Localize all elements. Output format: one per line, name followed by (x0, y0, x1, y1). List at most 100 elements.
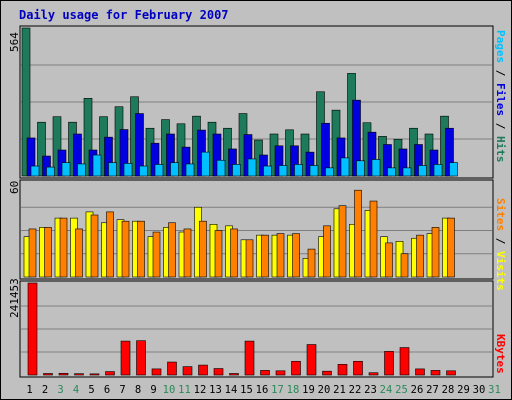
pages-bar-day-3 (61, 162, 71, 177)
pages-bar-day-19 (309, 165, 319, 177)
sites-bar-day-28 (447, 217, 455, 278)
middle-ymax-label: 60 (8, 181, 21, 194)
sites-bar-day-14 (230, 228, 238, 278)
kbytes-bar-day-24 (384, 351, 394, 376)
pages-bar-day-4 (77, 163, 86, 177)
bottom-bars (27, 282, 456, 376)
legend-part: Hits (494, 136, 507, 163)
x-tick-label: 9 (150, 384, 156, 396)
kbytes-bar-day-1 (27, 282, 38, 376)
x-tick-label: 10 (163, 384, 176, 396)
pages-bar-day-22 (356, 160, 365, 177)
kbytes-bar-day-27 (430, 370, 441, 376)
pages-bar-day-2 (46, 166, 55, 177)
sites-bar-day-25 (400, 253, 409, 278)
x-tick-label: 31 (488, 384, 501, 396)
x-axis-labels: 1 2 3 4 5 6 7 8 9 10 11 12 13 14 15 16 17 18 19 20 21 22 23 24 2… (26, 384, 500, 396)
middle-legend: Sites / Visits (494, 198, 507, 291)
pages-bar-day-11 (185, 163, 195, 177)
pages-bar-day-21 (340, 157, 350, 177)
kbytes-bar-day-13 (213, 368, 224, 376)
x-tick-label: 26 (411, 384, 424, 396)
pages-bar-day-10 (170, 162, 179, 177)
x-tick-label: 22 (349, 384, 362, 396)
pages-bar-day-12 (201, 151, 210, 177)
x-tick-label: 23 (364, 384, 377, 396)
kbytes-bar-day-18 (291, 360, 301, 376)
pages-bar-day-9 (154, 164, 164, 177)
sites-bar-day-24 (385, 242, 393, 278)
sites-bar-day-18 (292, 233, 300, 278)
pages-bar-day-20 (325, 167, 334, 177)
pages-bar-day-16 (263, 165, 272, 177)
x-tick-label: 7 (119, 384, 125, 396)
kbytes-bar-day-28 (446, 370, 456, 376)
top-ymax-label: 564 (8, 32, 21, 52)
legend-part: Visits (494, 251, 507, 291)
kbytes-bar-day-26 (415, 368, 425, 376)
kbytes-bar-day-10 (167, 361, 177, 376)
sites-bar-day-21 (338, 205, 347, 278)
x-tick-label: 5 (88, 384, 94, 396)
kbytes-bar-day-15 (244, 340, 255, 376)
x-tick-label: 20 (318, 384, 331, 396)
sites-bar-day-5 (90, 214, 99, 278)
kbytes-bar-day-9 (151, 368, 162, 376)
kbytes-bar-day-20 (322, 370, 332, 376)
x-tick-label: 3 (57, 384, 63, 396)
kbytes-bar-day-23 (368, 372, 379, 376)
kbytes-bar-day-14 (229, 373, 239, 376)
bottom-legend: KBytes (494, 334, 507, 374)
sites-bar-day-11 (183, 228, 192, 278)
kbytes-bar-day-5 (89, 373, 100, 376)
sites-bar-day-15 (245, 239, 254, 278)
legend-part: / (494, 63, 507, 83)
pages-bar-day-24 (387, 167, 396, 177)
sites-bar-day-23 (369, 200, 378, 278)
pages-bar-day-13 (216, 159, 226, 177)
sites-bar-day-27 (431, 227, 440, 278)
x-tick-label: 30 (473, 384, 486, 396)
sites-bar-day-16 (261, 234, 269, 278)
sites-bar-day-9 (152, 231, 161, 278)
x-tick-label: 13 (209, 384, 222, 396)
pages-bar-day-1 (30, 165, 40, 177)
sites-bar-day-19 (307, 248, 316, 278)
pages-bar-day-26 (418, 165, 427, 177)
sites-bar-day-1 (28, 228, 37, 278)
x-tick-label: 25 (395, 384, 408, 396)
panel-hits-files-pages: 564 Pages / Files / Hits (8, 25, 507, 179)
pages-bar-day-8 (139, 165, 148, 177)
bottom-ymax-label: 241453 (8, 278, 21, 318)
x-tick-label: 12 (194, 384, 207, 396)
sites-bar-day-2 (44, 227, 52, 278)
kbytes-bar-day-21 (337, 364, 348, 376)
x-tick-label: 4 (73, 384, 79, 396)
chart-title: Daily usage for February 2007 (19, 8, 229, 22)
kbytes-bar-day-8 (136, 340, 146, 376)
sites-bar-day-17 (276, 233, 285, 278)
x-tick-label: 28 (442, 384, 455, 396)
sites-bar-day-10 (168, 222, 176, 278)
x-tick-label: 27 (426, 384, 439, 396)
kbytes-bar-day-7 (120, 340, 131, 376)
hits-bar-day-2 (37, 121, 46, 177)
x-tick-label: 19 (302, 384, 315, 396)
middle-bars (23, 189, 455, 278)
kbytes-bar-day-2 (43, 373, 53, 376)
pages-bar-day-6 (108, 162, 117, 177)
panel-kbytes: 241453 KBytes (8, 278, 507, 378)
x-tick-label: 29 (457, 384, 470, 396)
legend-part: Pages (494, 30, 507, 63)
x-tick-label: 16 (256, 384, 269, 396)
kbytes-bar-day-17 (275, 370, 286, 376)
x-tick-label: 6 (104, 384, 110, 396)
sites-bar-day-7 (121, 220, 130, 278)
kbytes-bar-day-22 (353, 360, 363, 376)
pages-bar-day-14 (232, 164, 241, 177)
x-tick-label: 8 (135, 384, 141, 396)
kbytes-bar-day-6 (105, 371, 115, 376)
kbytes-bar-day-4 (74, 373, 84, 376)
x-tick-label: 21 (333, 384, 346, 396)
x-tick-label: 11 (178, 384, 191, 396)
